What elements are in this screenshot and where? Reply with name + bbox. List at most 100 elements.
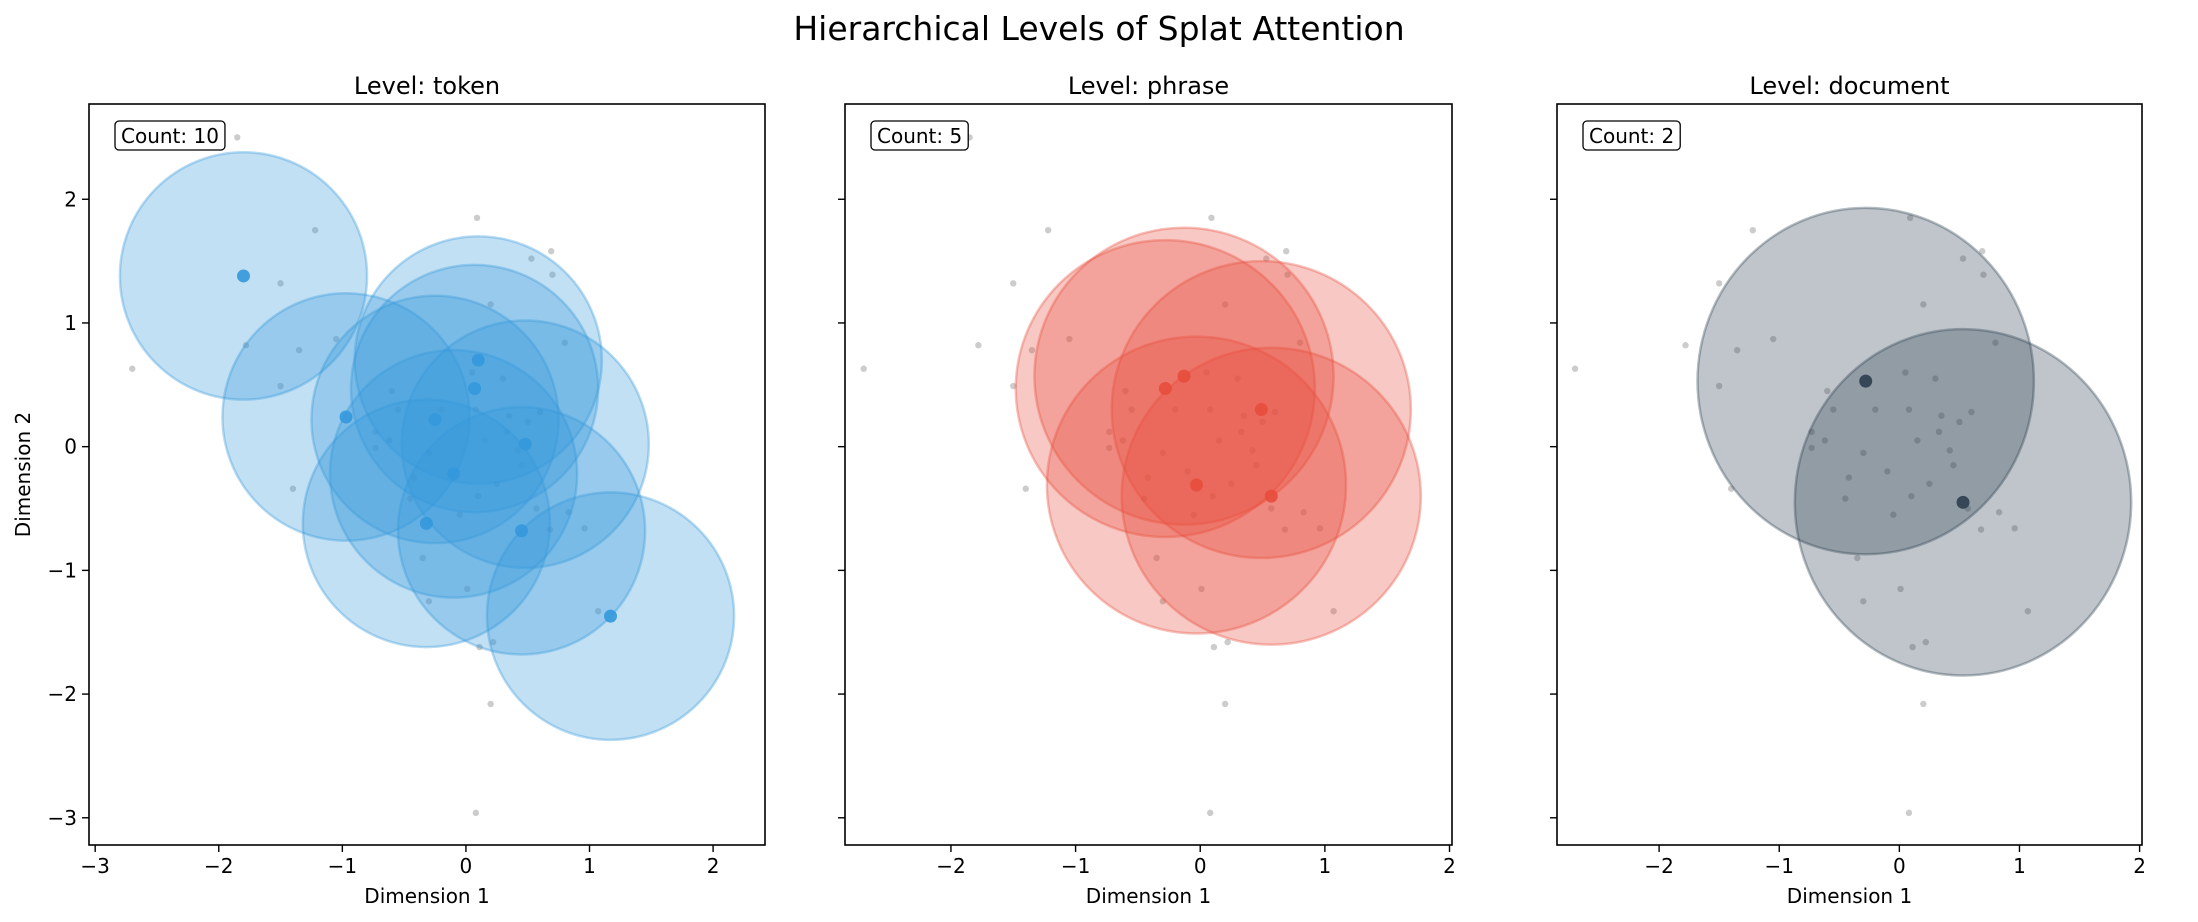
background-point	[1022, 485, 1029, 492]
background-point	[407, 495, 414, 502]
count-badge: Count: 10	[114, 120, 226, 151]
x-tick-label: 1	[1318, 854, 1331, 878]
background-point	[1206, 406, 1214, 413]
background-point	[1682, 342, 1689, 349]
splat-center	[518, 437, 532, 451]
background-point	[1906, 214, 1914, 222]
count-badge: Count: 5	[870, 120, 969, 151]
splat-center	[1956, 495, 1970, 509]
x-tick-label: −2	[1644, 854, 1673, 878]
x-tick-label: 2	[707, 854, 720, 878]
splat-center	[1859, 374, 1873, 388]
background-point	[1884, 468, 1891, 475]
background-point	[1263, 255, 1270, 262]
splat-center	[604, 609, 618, 623]
splat-center	[471, 353, 485, 367]
background-point	[1010, 382, 1017, 390]
background-point	[860, 365, 867, 372]
background-point	[1715, 280, 1723, 287]
background-point	[533, 505, 540, 512]
background-point	[581, 525, 588, 532]
background-point	[1938, 412, 1945, 419]
y-tick-label: 2	[64, 187, 77, 211]
plot-area	[1571, 134, 2133, 817]
splat-center	[1189, 478, 1203, 492]
splat-center	[1264, 489, 1278, 503]
y-axis-label: Dimension 2	[11, 412, 35, 537]
background-point	[499, 375, 507, 382]
background-point	[1234, 375, 1241, 382]
background-point	[1908, 492, 1915, 500]
background-point	[1221, 301, 1229, 308]
background-point	[1808, 444, 1815, 452]
background-point	[1296, 339, 1304, 346]
x-axis-label: Dimension 1	[364, 884, 489, 908]
background-point	[594, 607, 602, 615]
background-point	[1977, 526, 1985, 533]
background-point	[1106, 428, 1113, 436]
x-tick-label: 0	[460, 854, 473, 878]
background-point	[1010, 280, 1017, 287]
background-point	[1203, 369, 1210, 376]
background-point	[425, 598, 433, 605]
background-point	[1845, 474, 1853, 481]
background-point	[1119, 437, 1127, 444]
background-point	[503, 428, 510, 436]
background-point	[1283, 248, 1290, 255]
background-point	[1890, 511, 1897, 518]
background-point	[1028, 346, 1036, 354]
panel-2: −2 −1 0 1 2 Level: phrase Dimension 1 Count: 5	[838, 72, 1456, 908]
background-point	[1749, 226, 1757, 234]
x-tick-label: −1	[1061, 854, 1090, 878]
background-point	[487, 700, 494, 708]
splat-center	[1254, 403, 1268, 417]
background-point	[372, 444, 379, 452]
splat-center	[1158, 382, 1172, 396]
background-point	[277, 382, 284, 390]
background-point	[425, 449, 433, 457]
y-tick-label: 0	[64, 435, 77, 459]
background-point	[1920, 301, 1927, 308]
background-point	[1253, 462, 1260, 469]
background-point	[1268, 505, 1275, 512]
background-point	[1992, 339, 1999, 346]
background-point	[234, 134, 241, 141]
x-axis-label: Dimension 1	[1787, 884, 1912, 908]
background-point	[2011, 525, 2018, 532]
background-point	[1950, 462, 1957, 469]
splat-center	[1177, 369, 1191, 383]
axes-frame	[1556, 103, 2143, 846]
background-point	[1172, 406, 1179, 413]
background-point	[518, 462, 525, 469]
background-point	[524, 418, 531, 426]
background-point	[410, 474, 418, 481]
background-point	[546, 526, 554, 533]
background-point	[311, 226, 319, 234]
background-point	[1926, 480, 1933, 487]
background-point	[1198, 585, 1205, 593]
background-point	[528, 255, 535, 262]
x-tick-label: 1	[2013, 854, 2026, 878]
background-point	[487, 301, 494, 308]
count-badge: Count: 2	[1582, 120, 1681, 151]
plot-area	[118, 134, 736, 817]
background-point	[565, 509, 572, 516]
background-point	[476, 643, 483, 651]
background-point	[1330, 607, 1337, 615]
background-point	[1208, 214, 1215, 222]
x-tick-label: 1	[583, 854, 596, 878]
background-point	[548, 248, 555, 255]
background-point	[1224, 638, 1231, 646]
background-point	[472, 809, 480, 817]
background-point	[561, 339, 568, 346]
background-point	[277, 280, 284, 287]
background-point	[472, 406, 480, 413]
background-point	[1959, 255, 1967, 262]
background-point	[1128, 406, 1135, 413]
x-tick-label: 2	[1443, 854, 1456, 878]
background-point	[242, 342, 250, 349]
plot-area	[860, 134, 1423, 817]
background-point	[1284, 271, 1291, 278]
background-point	[1066, 335, 1073, 343]
background-point	[536, 408, 544, 416]
